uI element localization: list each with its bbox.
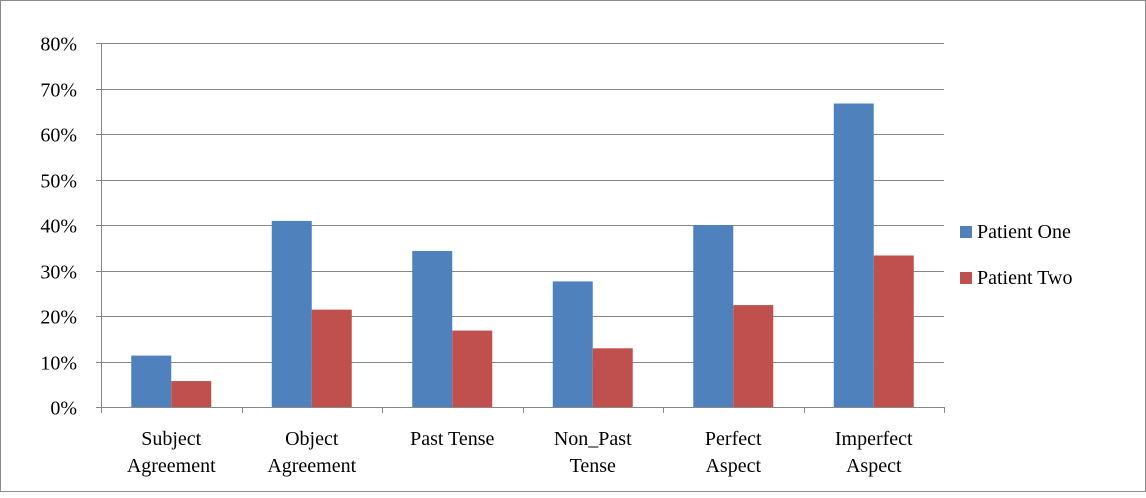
y-tick-label: 30% (40, 262, 77, 284)
bar-patient-two (311, 309, 352, 407)
bar-patient-two (452, 330, 493, 407)
axes (96, 43, 945, 413)
y-tick-label: 80% (40, 34, 77, 56)
bar-patient-two (733, 305, 774, 407)
legend-swatch (960, 272, 972, 284)
bar-patient-one (271, 220, 312, 407)
gridlines (101, 43, 944, 363)
x-tick-label: Agreement (267, 455, 356, 477)
x-axis-tick-labels: Subject Agreement Object Agreement Past Tens… (127, 428, 913, 477)
legend-label: Patient Two (977, 267, 1072, 289)
y-tick-label: 40% (40, 216, 77, 238)
legend-label: Patient One (977, 221, 1071, 243)
y-tick-label: 0% (50, 398, 77, 420)
bar-patient-two (171, 381, 212, 407)
x-tick-label: Tense (570, 455, 616, 477)
x-tick-label: Aspect (705, 455, 761, 477)
y-tick-label: 70% (40, 80, 77, 102)
y-axis-tick-labels: 0% 10% 20% 30% 40% 50% 60% 70% 80% (40, 34, 77, 420)
x-tick-label: Imperfect (835, 428, 913, 450)
x-tick-label: Non_Past (554, 428, 632, 450)
bar-patient-two (873, 255, 914, 407)
bar-patient-one (412, 250, 453, 407)
x-tick-label: Perfect (705, 428, 762, 450)
x-tick-label: Past Tense (410, 428, 494, 450)
bar-patient-one (693, 225, 734, 407)
x-tick-label: Subject (141, 428, 201, 450)
y-tick-label: 10% (40, 353, 77, 375)
x-tick-label: Object (285, 428, 339, 450)
y-tick-label: 20% (40, 307, 77, 329)
x-tick-label: Agreement (127, 455, 216, 477)
bar-patient-two (592, 348, 633, 407)
bar-patient-one (131, 355, 172, 407)
bar-patient-one (552, 281, 593, 407)
legend-swatch (960, 226, 972, 238)
bars (131, 103, 914, 407)
y-tick-label: 50% (40, 171, 77, 193)
x-tick-label: Aspect (846, 455, 902, 477)
bar-patient-one (833, 103, 874, 407)
y-tick-label: 60% (40, 125, 77, 147)
legend: Patient One Patient Two (960, 221, 1072, 289)
